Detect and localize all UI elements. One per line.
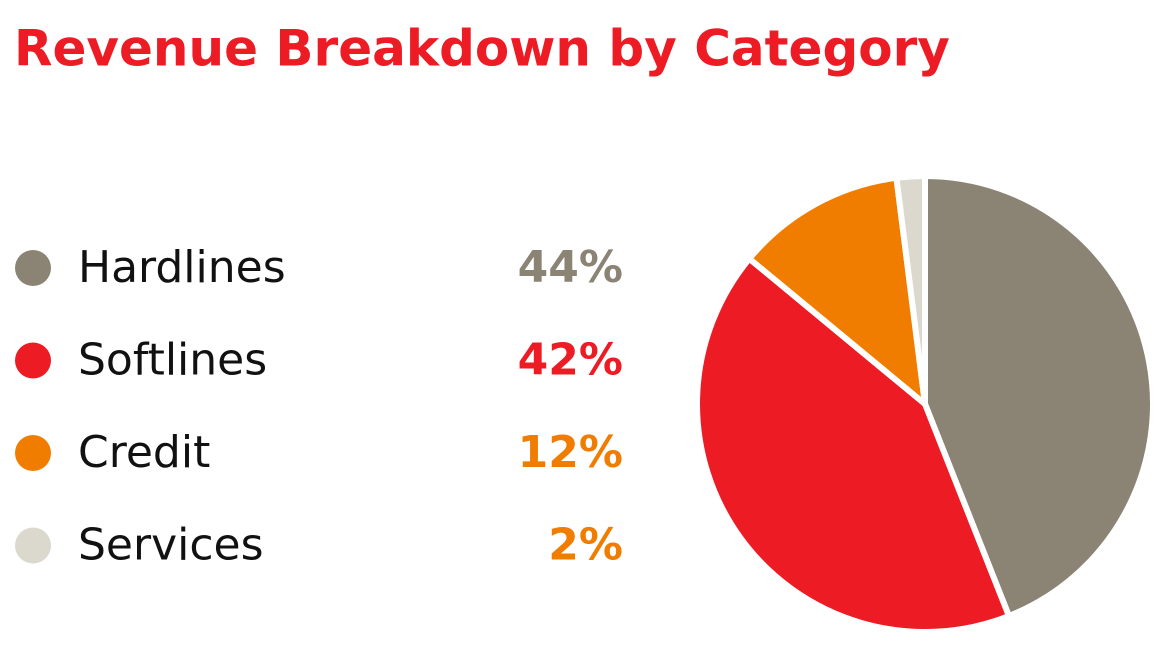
legend-label: Hardlines [78, 242, 286, 293]
legend-label: Softlines [78, 335, 267, 386]
legend-label: Credit [78, 427, 210, 478]
pie-slice [694, 255, 1012, 635]
value-label: 2% [548, 520, 623, 571]
value-label: 44% [518, 242, 623, 293]
legend-swatch [15, 435, 51, 471]
legend-swatch [15, 342, 51, 379]
pie-slice [893, 173, 928, 407]
chart-title: Revenue Breakdown by Category [14, 20, 950, 78]
value-label: 12% [518, 427, 623, 478]
value-label: 42% [518, 335, 623, 386]
pie-slice [922, 173, 1156, 619]
legend-swatch [15, 527, 51, 564]
legend-label: Services [78, 520, 264, 571]
legend-swatch [15, 250, 51, 286]
pie-slice [746, 174, 928, 407]
